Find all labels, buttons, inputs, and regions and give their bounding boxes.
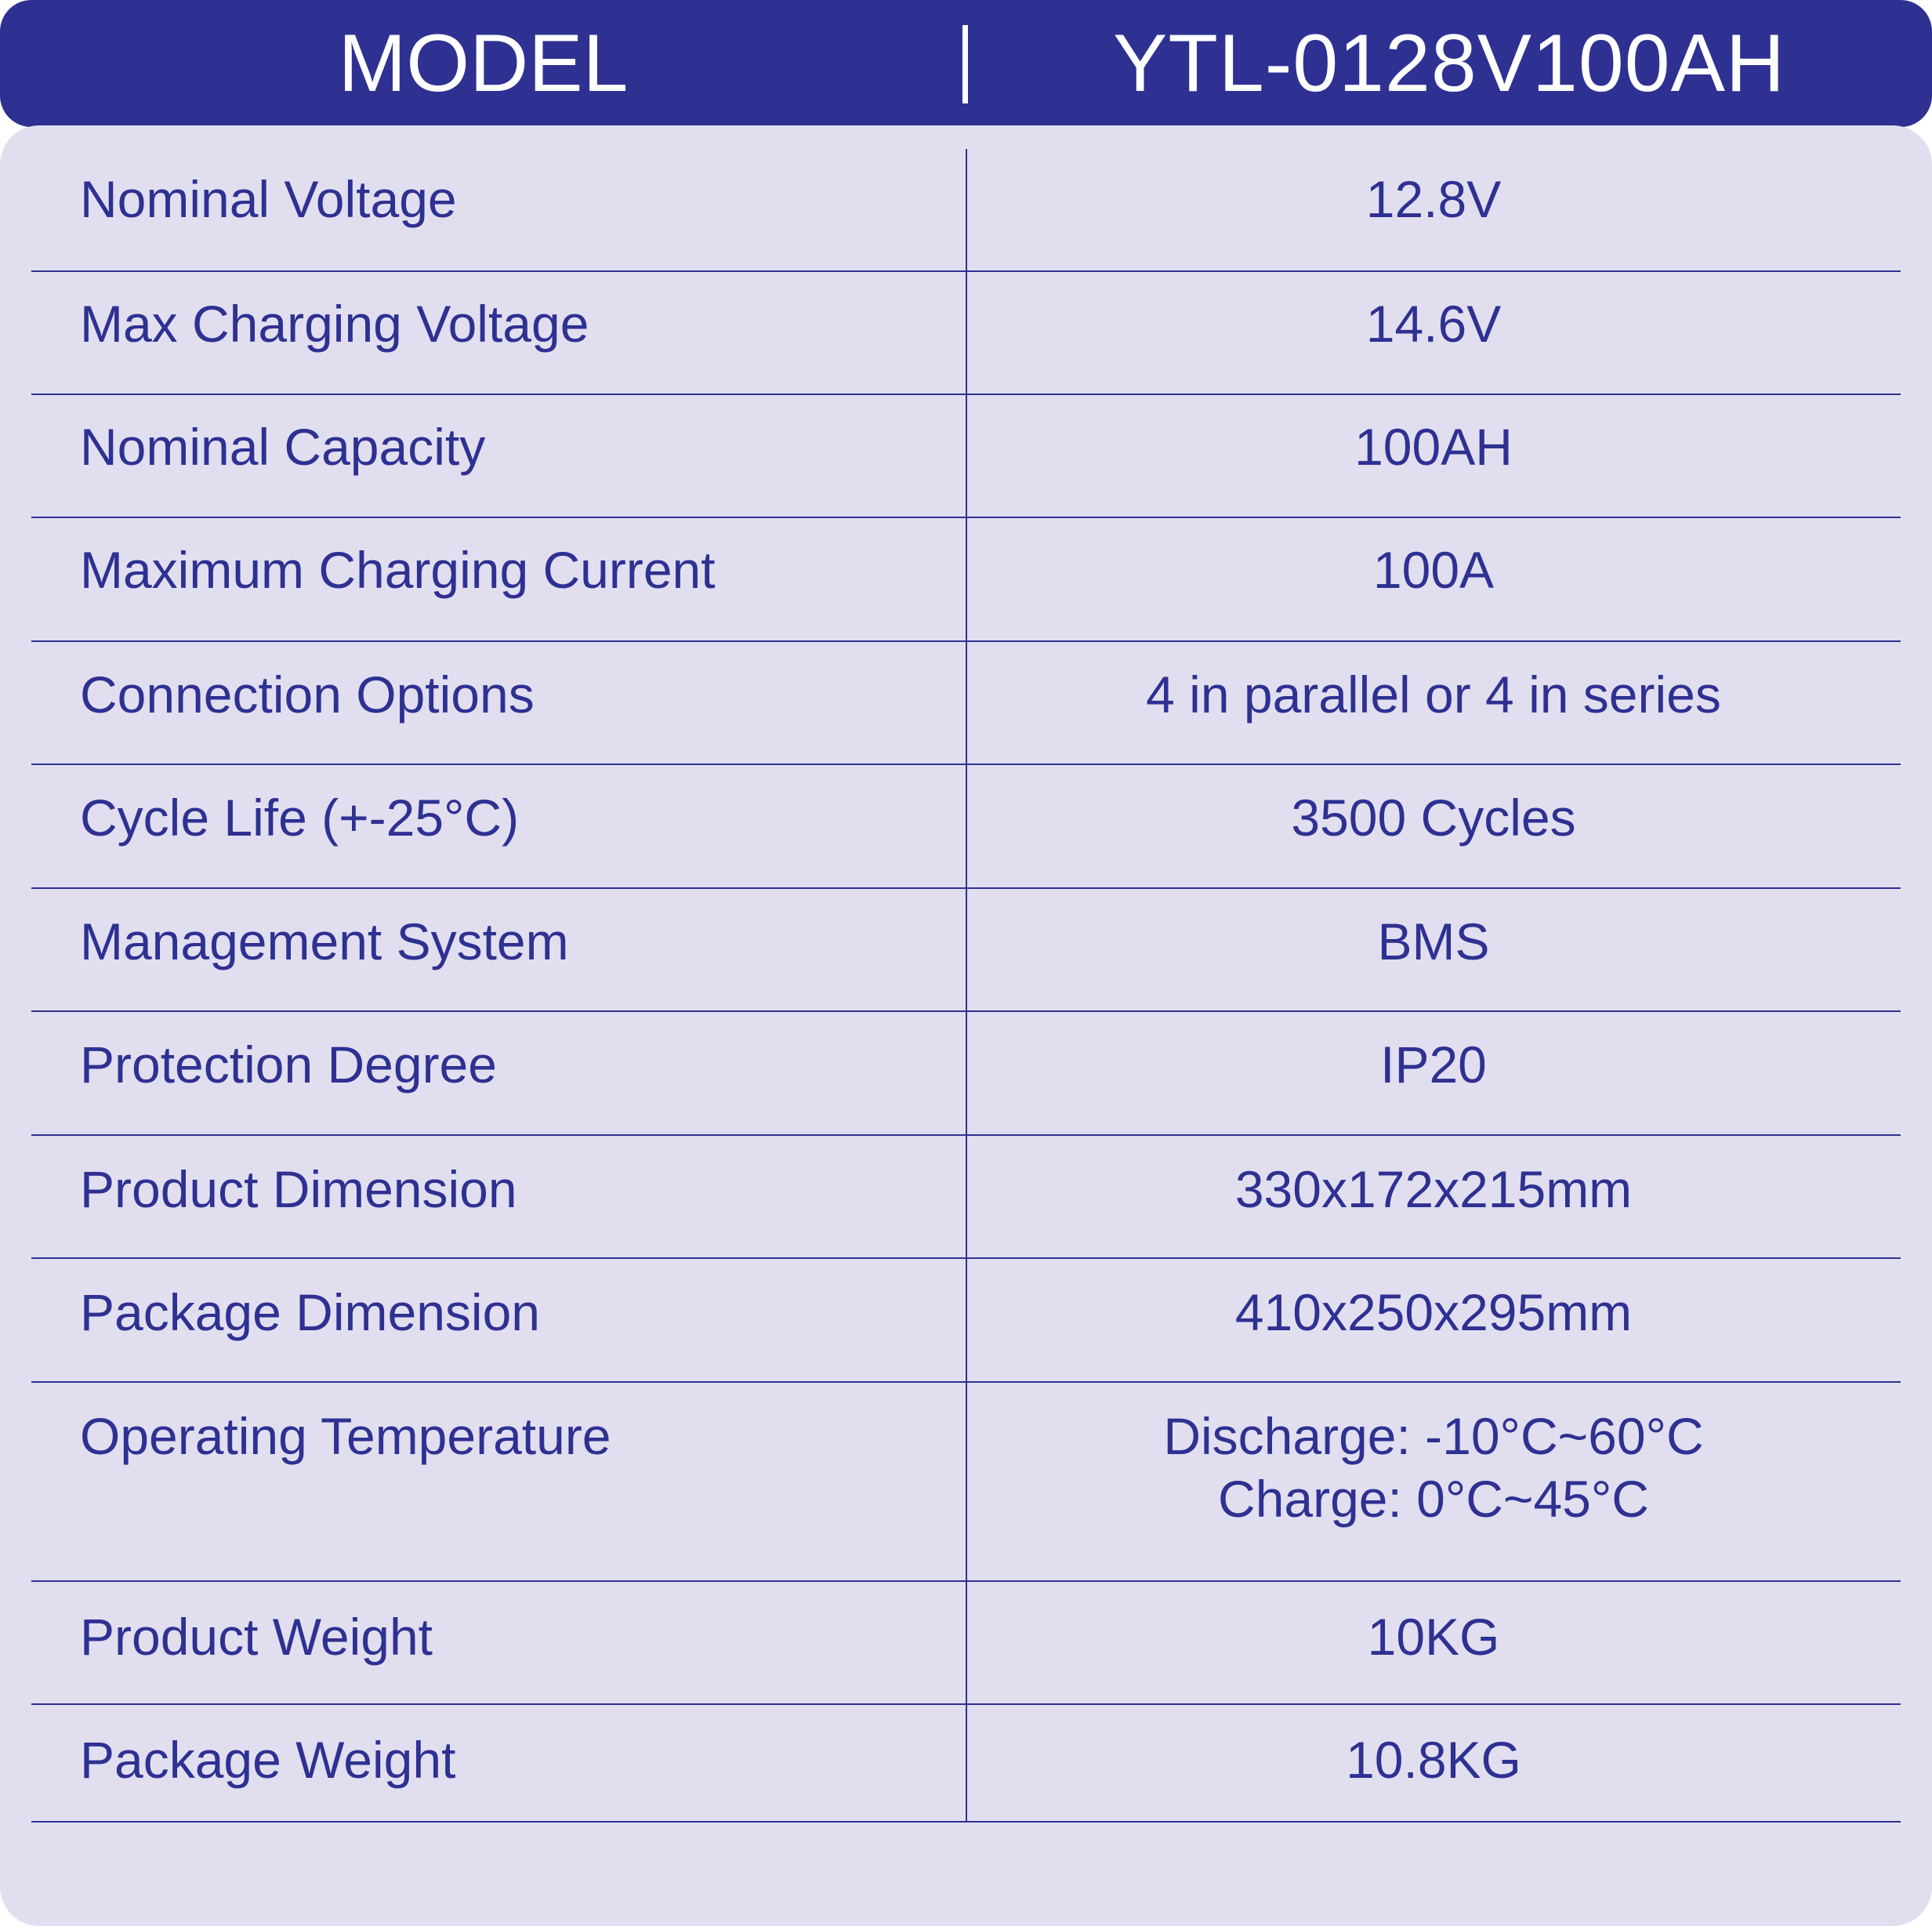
spec-label: Nominal Voltage (80, 170, 457, 228)
spec-value: 100A (1372, 541, 1495, 599)
spec-label: Cycle Life (+-25°C) (80, 789, 520, 847)
column-divider (966, 149, 967, 1823)
spec-row-protection-degree: Protection Degree IP20 (31, 1012, 1901, 1136)
spec-table-header: MODEL YTL-0128V100AH (0, 0, 1932, 127)
spec-value: 4 in parallel or 4 in series (1146, 666, 1721, 724)
spec-label: Package Weight (80, 1731, 456, 1789)
spec-label: Protection Degree (80, 1036, 497, 1094)
spec-value: 12.8V (1365, 170, 1502, 228)
spec-label: Package Dimension (80, 1283, 540, 1341)
spec-label: Product Dimension (80, 1160, 517, 1218)
spec-row-package-weight: Package Weight 10.8KG (31, 1705, 1901, 1823)
spec-value: BMS (1377, 912, 1490, 970)
spec-row-product-dimension: Product Dimension 330x172x215mm (31, 1136, 1901, 1259)
spec-row-product-weight: Product Weight 10KG (31, 1582, 1901, 1705)
charge-temperature: Charge: 0°C~45°C (1218, 1470, 1649, 1528)
header-divider (962, 25, 968, 103)
spec-label: Maximum Charging Current (80, 541, 716, 599)
model-value: YTL-0128V100AH (1112, 18, 1786, 109)
spec-label: Nominal Capacity (80, 418, 486, 476)
spec-row-max-charging-current: Maximum Charging Current 100A (31, 518, 1901, 642)
spec-row-max-charging-voltage: Max Charging Voltage 14.6V (31, 272, 1901, 395)
spec-row-management-system: Management System BMS (31, 889, 1901, 1012)
spec-label: Max Charging Voltage (80, 295, 589, 353)
spec-label: Management System (80, 912, 569, 970)
spec-value: 100AH (1354, 418, 1513, 476)
spec-row-operating-temperature: Operating Temperature Discharge: -10°C~6… (31, 1383, 1901, 1582)
spec-label: Connection Options (80, 666, 535, 724)
spec-row-nominal-voltage: Nominal Voltage 12.8V (31, 149, 1901, 272)
spec-value: 10.8KG (1346, 1731, 1521, 1789)
spec-value: Discharge: -10°C~60°C Charge: 0°C~45°C (966, 1405, 1901, 1530)
spec-value: 10KG (1367, 1608, 1500, 1666)
spec-label: Product Weight (80, 1608, 433, 1666)
spec-value: IP20 (1380, 1036, 1487, 1094)
spec-row-connection-options: Connection Options 4 in parallel or 4 in… (31, 642, 1901, 765)
spec-value: 330x172x215mm (1234, 1160, 1633, 1218)
spec-row-package-dimension: Package Dimension 410x250x295mm (31, 1259, 1901, 1383)
model-label: MODEL (338, 18, 629, 109)
spec-row-nominal-capacity: Nominal Capacity 100AH (31, 395, 1901, 518)
spec-row-cycle-life: Cycle Life (+-25°C) 3500 Cycles (31, 765, 1901, 889)
spec-value: 410x250x295mm (1234, 1283, 1633, 1341)
discharge-temperature: Discharge: -10°C~60°C (1163, 1407, 1704, 1465)
spec-value: 3500 Cycles (1291, 789, 1576, 847)
spec-label: Operating Temperature (80, 1407, 611, 1465)
spec-value: 14.6V (1365, 295, 1502, 353)
